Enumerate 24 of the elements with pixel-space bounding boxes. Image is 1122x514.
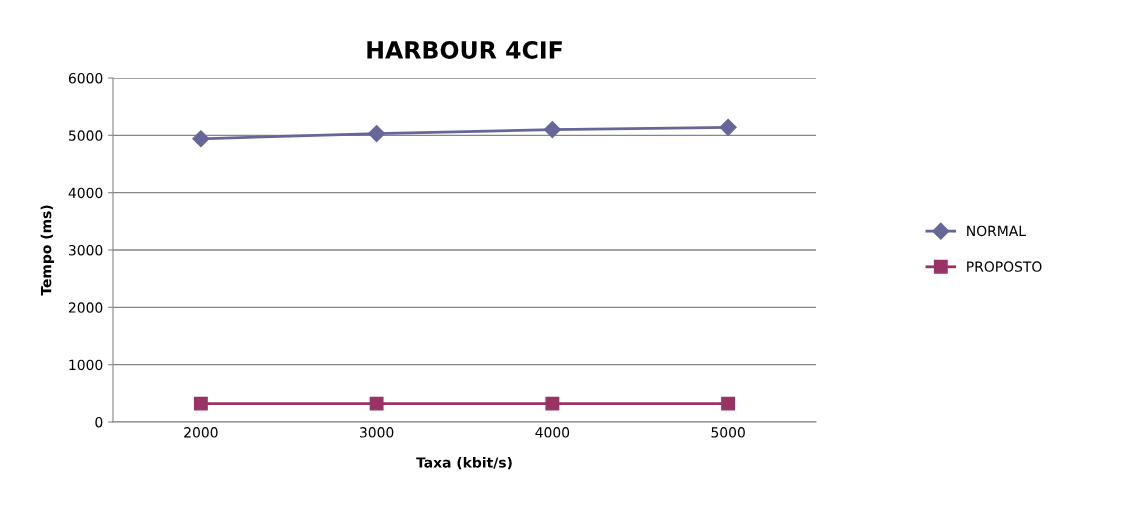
- point: [543, 121, 561, 139]
- y-tick-label: 1000: [69, 359, 103, 371]
- point: [192, 130, 210, 148]
- x-axis-title: Taxa (kbit/s): [416, 456, 512, 470]
- x-tick-label: 3000: [360, 427, 394, 438]
- legend-label: PROPOSTO: [967, 261, 1042, 272]
- y-tick-label: 0: [95, 416, 103, 428]
- y-axis-title: Tempo (ms): [40, 205, 55, 296]
- point: [719, 118, 737, 136]
- chart-title: HARBOUR 4CIF: [367, 41, 562, 59]
- x-tick-label: 4000: [535, 427, 570, 438]
- x-tick-label: 2000: [184, 427, 218, 438]
- legend-label: NORMAL: [967, 225, 1026, 237]
- y-tick-label: 6000: [68, 72, 103, 84]
- point: [193, 396, 208, 411]
- y-tick-label: 2000: [68, 302, 103, 313]
- point: [545, 396, 560, 411]
- point: [721, 396, 736, 411]
- y-tick-label: 3000: [68, 244, 103, 256]
- point: [368, 125, 386, 143]
- y-tick-label: 4000: [68, 187, 103, 199]
- x-tick-label: 5000: [711, 427, 745, 438]
- point: [369, 396, 384, 411]
- y-tick-label: 5000: [69, 130, 103, 141]
